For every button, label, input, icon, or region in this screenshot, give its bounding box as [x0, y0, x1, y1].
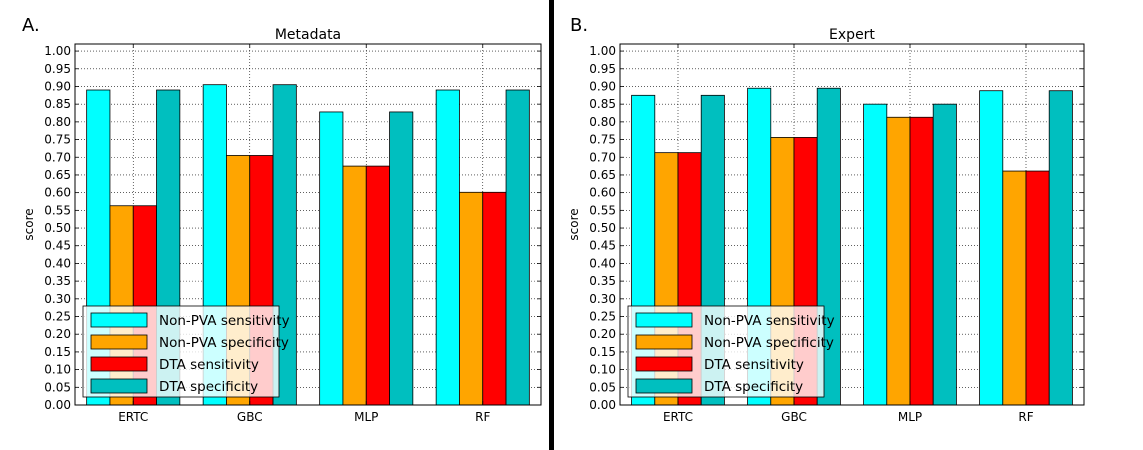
- legend-swatch: [635, 378, 693, 394]
- legend-entry-label: Non-PVA sensitivity: [159, 313, 290, 329]
- y-tick-label: 0.15: [589, 345, 616, 359]
- bar-mlp-non-pva-specificity: [342, 165, 367, 406]
- y-tick-label: 0.00: [589, 398, 616, 412]
- bar-mlp-non-pva-specificity: [886, 116, 911, 406]
- y-tick-label: 0.10: [589, 363, 616, 377]
- y-tick-label: 0.65: [589, 168, 616, 182]
- chart-title: Expert: [829, 27, 875, 43]
- bar-rf-non-pva-sensitivity: [979, 90, 1004, 406]
- panel-label: A.: [22, 15, 40, 36]
- x-tick-label: ERTC: [663, 410, 693, 424]
- legend-swatch: [635, 334, 693, 350]
- legend-swatch: [90, 378, 148, 394]
- plot-frame: [74, 43, 542, 406]
- panel-a: A. Metadata score 0.00 0.05 0.10 0.15 0.20 0.25 0…: [22, 15, 542, 424]
- bar-rf-non-pva-specificity: [1002, 170, 1027, 406]
- x-tick-label: MLP: [354, 410, 378, 424]
- x-tick-label: RF: [475, 410, 490, 424]
- y-tick-label: 0.40: [44, 256, 71, 270]
- legend: Non-PVA sensitivity Non-PVA specificity DT…: [82, 305, 290, 398]
- bar-mlp-non-pva-sensitivity: [319, 111, 344, 406]
- bar-rf-dta-specificity: [1048, 90, 1073, 406]
- x-tick-label: GBC: [781, 410, 807, 424]
- y-tick-label: 0.30: [44, 292, 71, 306]
- bar-rf-dta-sensitivity: [482, 191, 507, 406]
- y-tick-label: 0.20: [589, 327, 616, 341]
- x-tick-label: ERTC: [118, 410, 148, 424]
- y-tick-label: 0.50: [589, 221, 616, 235]
- legend-swatch: [90, 312, 148, 328]
- y-tick-label: 0.35: [44, 274, 71, 288]
- y-tick-label: 0.45: [44, 239, 71, 253]
- y-tick-label: 0.10: [44, 363, 71, 377]
- y-tick-label: 0.85: [44, 97, 71, 111]
- y-tick-label: 0.20: [44, 327, 71, 341]
- legend-entry-label: DTA specificity: [159, 379, 258, 395]
- y-tick-label: 0.35: [589, 274, 616, 288]
- y-tick-label: 0.90: [44, 79, 71, 93]
- y-tick-label: 0.65: [44, 168, 71, 182]
- legend-entry-label: Non-PVA specificity: [704, 335, 834, 351]
- y-tick-label: 0.60: [44, 186, 71, 200]
- bar-mlp-dta-specificity: [389, 111, 414, 406]
- legend-entry-label: DTA sensitivity: [704, 357, 804, 373]
- y-tick-label: 0.00: [44, 398, 71, 412]
- bar-rf-dta-sensitivity: [1025, 170, 1050, 406]
- y-tick-label: 0.15: [44, 345, 71, 359]
- y-tick-label: 0.70: [44, 150, 71, 164]
- y-tick-label: 0.55: [44, 203, 71, 217]
- bar-rf-dta-specificity: [505, 89, 530, 406]
- y-tick-label: 0.05: [44, 380, 71, 394]
- y-tick-label: 0.05: [589, 380, 616, 394]
- legend-entry-label: DTA sensitivity: [159, 357, 259, 373]
- y-tick-label: 0.40: [589, 256, 616, 270]
- y-tick-label: 0.85: [589, 97, 616, 111]
- y-tick-label: 0.75: [589, 133, 616, 147]
- y-tick-label: 0.45: [589, 239, 616, 253]
- y-tick-label: 0.55: [589, 203, 616, 217]
- y-tick-label: 0.95: [589, 62, 616, 76]
- bar-rf-non-pva-specificity: [459, 191, 484, 406]
- legend-entry-label: Non-PVA sensitivity: [704, 313, 835, 329]
- y-tick-label: 1.00: [589, 44, 616, 58]
- bar-mlp-dta-sensitivity: [365, 165, 390, 406]
- x-tick-label: RF: [1018, 410, 1033, 424]
- legend-swatch: [635, 356, 693, 372]
- y-tick-label: 0.30: [589, 292, 616, 306]
- legend: Non-PVA sensitivity Non-PVA specificity DT…: [627, 305, 835, 398]
- y-tick-label: 0.25: [589, 310, 616, 324]
- y-tick-label: 0.95: [44, 62, 71, 76]
- y-tick-label: 0.50: [44, 221, 71, 235]
- legend-entry-label: Non-PVA specificity: [159, 335, 289, 351]
- y-axis-label: score: [22, 208, 36, 240]
- plot-frame: [619, 43, 1085, 406]
- y-tick-label: 0.90: [589, 79, 616, 93]
- bar-rf-non-pva-sensitivity: [435, 89, 460, 406]
- x-tick-label: MLP: [898, 410, 922, 424]
- y-tick-label: 0.25: [44, 310, 71, 324]
- chart-title: Metadata: [275, 27, 341, 43]
- legend-swatch: [90, 334, 148, 350]
- y-tick-label: 0.80: [44, 115, 71, 129]
- y-tick-label: 0.75: [44, 133, 71, 147]
- panel-b: B. Expert score 0.00 0.05 0.10 0.15 0.20 0.25 0.3…: [567, 15, 1085, 424]
- panel-divider: [549, 0, 554, 450]
- bar-mlp-non-pva-sensitivity: [863, 103, 888, 406]
- legend-swatch: [635, 312, 693, 328]
- legend-entry-label: DTA specificity: [704, 379, 803, 395]
- x-tick-label: GBC: [237, 410, 263, 424]
- y-tick-label: 0.80: [589, 115, 616, 129]
- bar-mlp-dta-specificity: [932, 103, 957, 406]
- y-tick-label: 0.60: [589, 186, 616, 200]
- panel-label: B.: [570, 15, 588, 36]
- y-axis-label: score: [567, 208, 581, 240]
- legend-swatch: [90, 356, 148, 372]
- y-tick-label: 1.00: [44, 44, 71, 58]
- y-tick-label: 0.70: [589, 150, 616, 164]
- bar-mlp-dta-sensitivity: [909, 116, 934, 406]
